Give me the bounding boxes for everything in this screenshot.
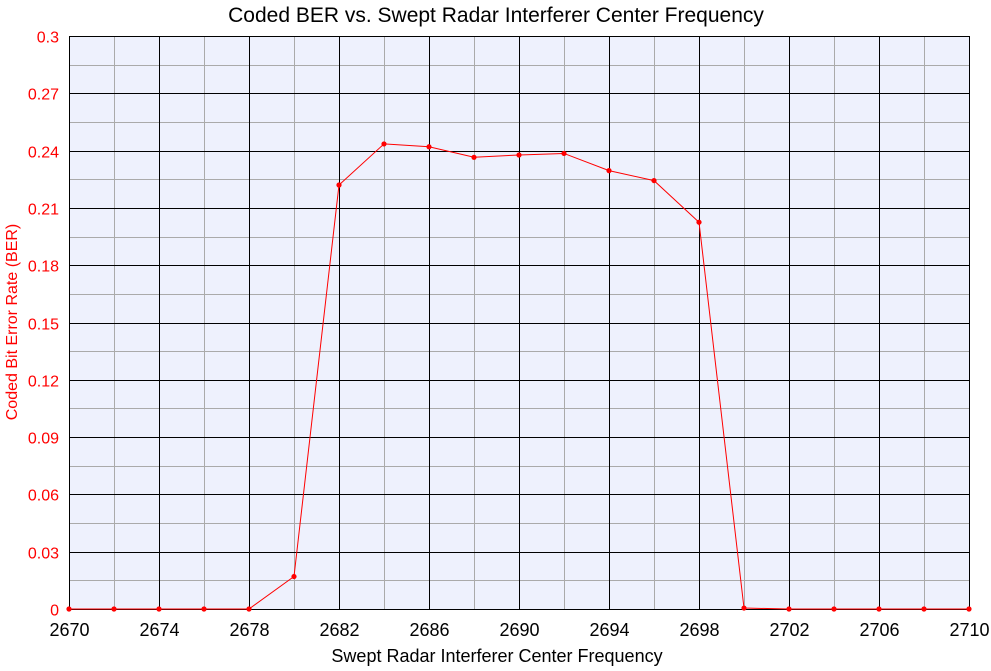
- y-tick-label: 0.21: [28, 202, 59, 219]
- x-tick-label: 2670: [49, 620, 89, 640]
- x-tick-label: 2706: [859, 620, 899, 640]
- data-point: [696, 219, 702, 225]
- data-point: [831, 606, 837, 612]
- series-group: [66, 141, 972, 612]
- data-point: [651, 177, 657, 184]
- data-point: [966, 606, 972, 612]
- data-point: [471, 154, 477, 160]
- y-tick-label: 0.27: [28, 87, 59, 104]
- data-point: [291, 573, 297, 580]
- data-point: [201, 606, 207, 612]
- data-point: [786, 606, 792, 612]
- x-tick-label: 2682: [319, 620, 359, 640]
- y-tick-label: 0.12: [28, 374, 59, 391]
- y-tick-label: 0.24: [28, 145, 59, 162]
- data-point: [561, 150, 567, 157]
- data-point: [741, 605, 747, 611]
- data-point: [876, 606, 882, 612]
- data-point: [606, 168, 612, 174]
- data-point: [426, 144, 432, 150]
- y-tick-label: 0.03: [28, 546, 59, 563]
- y-tick-label: 0.3: [37, 30, 59, 47]
- x-axis-title: Swept Radar Interferer Center Frequency: [331, 646, 662, 666]
- x-tick-labels: 2670 2674 2678 2682 2686 2690 2694 2698 2702 2706…: [49, 620, 989, 640]
- data-point: [516, 152, 522, 158]
- x-tick-label: 2674: [139, 620, 179, 640]
- y-tick-label: 0.18: [28, 259, 59, 276]
- chart-title: Coded BER vs. Swept Radar Interferer Cen…: [228, 4, 764, 27]
- x-tick-label: 2686: [409, 620, 449, 640]
- y-tick-labels: 0 0.03 0.06 0.09 0.12 0.15 0.18 0.21 0.24 0.27 0.3: [28, 30, 59, 620]
- data-point: [381, 141, 387, 147]
- data-point: [246, 606, 252, 612]
- y-tick-label: 0.15: [28, 317, 59, 334]
- x-tick-label: 2690: [499, 620, 539, 640]
- y-tick-label: 0: [50, 603, 59, 620]
- y-tick-label: 0.06: [28, 488, 59, 505]
- data-point: [111, 606, 117, 612]
- x-tick-label: 2702: [769, 620, 809, 640]
- x-tick-label: 2678: [229, 620, 269, 640]
- x-tick-label: 2694: [589, 620, 629, 640]
- data-point: [336, 182, 342, 188]
- data-point: [921, 606, 927, 612]
- x-tick-label: 2710: [949, 620, 989, 640]
- x-tick-label: 2698: [679, 620, 719, 640]
- y-axis-title: Coded Bit Error Rate (BER): [4, 224, 21, 421]
- data-point: [156, 606, 162, 612]
- data-point: [66, 606, 72, 612]
- y-tick-label: 0.09: [28, 431, 59, 448]
